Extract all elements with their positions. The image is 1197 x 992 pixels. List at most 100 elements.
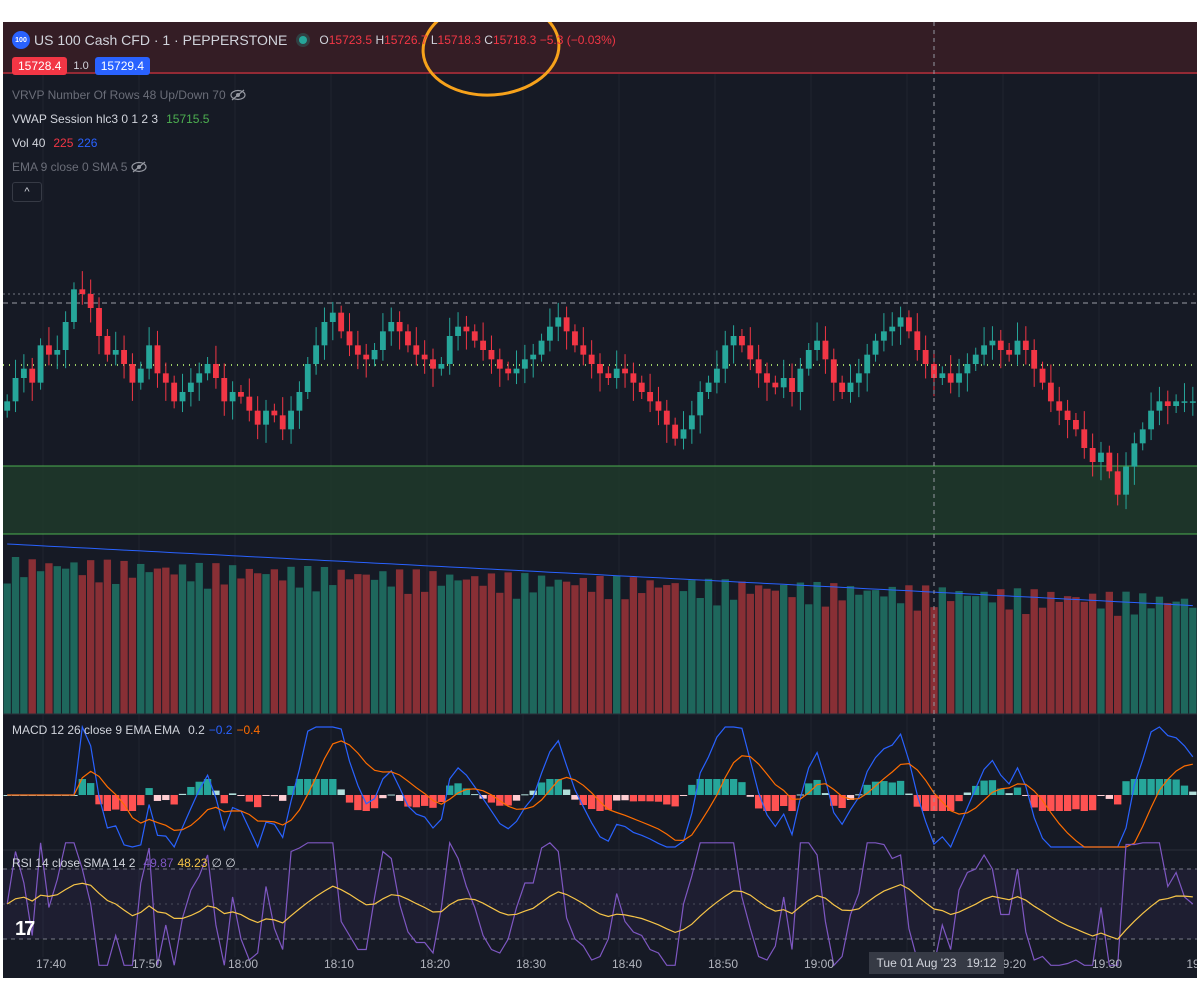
volume-bar bbox=[354, 574, 362, 714]
volume-bar bbox=[1122, 591, 1130, 714]
collapse-legend-button[interactable]: ^ bbox=[12, 182, 42, 202]
macd-histogram-bar bbox=[1063, 795, 1072, 811]
volume-bar bbox=[304, 565, 312, 714]
buy-price-button[interactable]: 15729.4 bbox=[94, 57, 151, 75]
rsi-value-1: 49.87 bbox=[143, 856, 174, 870]
volume-bar bbox=[696, 598, 704, 714]
candle-body bbox=[1189, 401, 1196, 403]
volume-bar bbox=[512, 598, 521, 714]
volume-bar bbox=[838, 600, 846, 714]
volume-bar bbox=[646, 580, 654, 714]
volume-bar bbox=[86, 560, 95, 714]
macd-legend[interactable]: MACD 12 26 close 9 EMA EMA 0.2 −0.2 −0.4 bbox=[12, 723, 260, 737]
macd-histogram-bar bbox=[788, 795, 796, 811]
candle-body bbox=[855, 373, 862, 383]
macd-histogram-bar bbox=[947, 795, 955, 811]
candle-body bbox=[388, 322, 395, 332]
vrvp-legend[interactable]: VRVP Number Of Rows 48 Up/Down 70 bbox=[12, 88, 246, 102]
symbol-title[interactable]: US 100 Cash CFD · 1 · PEPPERSTONE bbox=[34, 32, 288, 48]
volume-bar bbox=[863, 590, 871, 714]
candle-body bbox=[304, 364, 311, 392]
volume-bar bbox=[813, 581, 821, 714]
symbol-legend[interactable]: 100 US 100 Cash CFD · 1 · PEPPERSTONE O1… bbox=[12, 31, 616, 49]
low-value: 15718.3 bbox=[437, 33, 481, 47]
vwap-legend[interactable]: VWAP Session hlc3 0 1 2 3 15715.5 bbox=[12, 112, 209, 126]
candle-body bbox=[1081, 429, 1088, 448]
chart-canvas[interactable] bbox=[3, 22, 1197, 978]
macd-histogram-bar bbox=[537, 782, 546, 795]
time-axis-tick: 18:50 bbox=[707, 957, 739, 971]
chart-area[interactable]: 100 US 100 Cash CFD · 1 · PEPPERSTONE O1… bbox=[3, 22, 1197, 978]
bid-ask-row: 15728.4 1.0 15729.4 bbox=[12, 57, 151, 75]
macd-value-2: −0.2 bbox=[208, 723, 233, 737]
candle-body bbox=[956, 373, 962, 383]
volume-bar bbox=[404, 593, 412, 714]
crosshair-time: 19:12 bbox=[966, 956, 997, 970]
macd-histogram-bar bbox=[395, 795, 404, 801]
macd-histogram-bar bbox=[713, 779, 721, 795]
macd-histogram-bar bbox=[529, 790, 537, 795]
ohlc-values: O15723.5 H15726.7 L15718.3 C15718.3 −5.3… bbox=[319, 33, 616, 47]
volume-bar bbox=[11, 556, 20, 714]
volume-bar bbox=[688, 580, 696, 714]
volume-bar bbox=[446, 574, 454, 714]
candle-body bbox=[989, 340, 996, 346]
volume-bar bbox=[763, 588, 771, 714]
candle-body bbox=[179, 392, 186, 402]
candle-body bbox=[62, 322, 69, 350]
sell-price-button[interactable]: 15728.4 bbox=[12, 57, 68, 75]
support-zone bbox=[3, 466, 1197, 534]
candle-body bbox=[1098, 452, 1104, 462]
volume-bar bbox=[178, 564, 187, 714]
macd-histogram-bar bbox=[446, 785, 454, 795]
macd-histogram-bar bbox=[437, 795, 446, 802]
macd-histogram-bar bbox=[972, 785, 980, 795]
eye-hidden-icon[interactable] bbox=[131, 161, 147, 173]
macd-histogram-bar bbox=[654, 795, 663, 802]
candle-body bbox=[405, 331, 411, 346]
volume-bar bbox=[1097, 608, 1105, 714]
macd-histogram-bar bbox=[237, 795, 245, 796]
rsi-legend[interactable]: RSI 14 close SMA 14 2 49.87 48.23 ∅ ∅ bbox=[12, 856, 236, 870]
candle-body bbox=[513, 368, 520, 374]
candle-body bbox=[588, 354, 595, 364]
macd-histogram-bar bbox=[345, 795, 354, 803]
candle-body bbox=[296, 392, 303, 411]
candle-body bbox=[288, 410, 294, 430]
macd-histogram-bar bbox=[112, 795, 120, 810]
candle-body bbox=[279, 415, 286, 430]
eye-hidden-icon[interactable] bbox=[230, 89, 246, 101]
volume-bar bbox=[496, 592, 504, 714]
macd-histogram-bar bbox=[1114, 795, 1122, 805]
candle-body bbox=[872, 340, 879, 355]
volume-legend[interactable]: Vol 40 225 226 bbox=[12, 136, 97, 150]
volume-bar bbox=[896, 603, 905, 714]
candle-body bbox=[847, 382, 854, 392]
ema-legend[interactable]: EMA 9 close 0 SMA 5 bbox=[12, 160, 147, 174]
candle-body bbox=[755, 359, 762, 374]
volume-bar bbox=[103, 559, 112, 714]
candle-body bbox=[555, 317, 562, 327]
macd-histogram-bar bbox=[429, 795, 437, 808]
candle-body bbox=[997, 340, 1004, 350]
candle-body bbox=[363, 354, 370, 360]
macd-line bbox=[7, 724, 1194, 849]
candle-body bbox=[146, 345, 153, 369]
macd-histogram-bar bbox=[780, 795, 788, 806]
macd-histogram-bar bbox=[245, 795, 253, 802]
macd-histogram-bar bbox=[746, 795, 754, 797]
candle-body bbox=[238, 392, 244, 397]
time-axis-tick: 18:10 bbox=[323, 957, 355, 971]
candle-body bbox=[580, 345, 587, 355]
macd-histogram-bar bbox=[671, 795, 679, 807]
rsi-value-2: 48.23 bbox=[177, 856, 208, 870]
candle-body bbox=[1114, 471, 1121, 495]
candle-body bbox=[663, 410, 670, 425]
volume-bar bbox=[754, 585, 763, 714]
volume-bar bbox=[980, 591, 988, 714]
volume-bar bbox=[921, 585, 930, 714]
candle-body bbox=[747, 345, 754, 360]
volume-bar bbox=[629, 577, 638, 714]
candle-body bbox=[563, 317, 570, 332]
volume-bar bbox=[546, 586, 554, 714]
